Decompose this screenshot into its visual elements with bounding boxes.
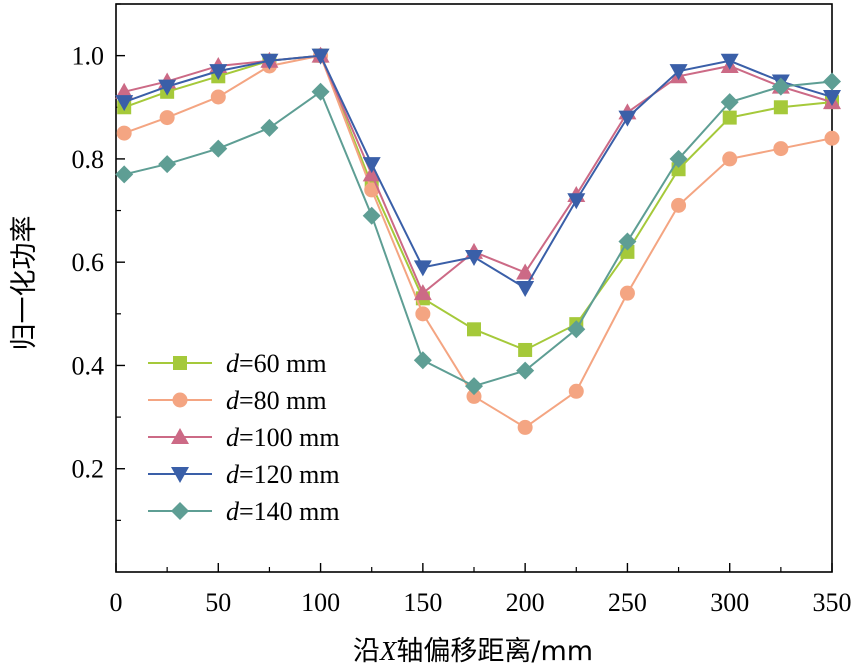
legend-item: d=60 mm — [148, 349, 327, 378]
data-point — [516, 281, 535, 297]
data-point — [567, 320, 586, 339]
x-axis-title: 沿X轴偏移距离/mm — [353, 636, 593, 667]
x-axis: 0 50 100 150 200 250 300 350 — [110, 563, 852, 617]
legend-label: d=80 mm — [226, 386, 327, 415]
data-point — [115, 95, 134, 112]
data-point — [722, 151, 738, 167]
data-point — [516, 263, 535, 280]
y-tick-label: 0.8 — [72, 145, 105, 174]
legend-marker — [171, 428, 189, 444]
series-3 — [115, 46, 841, 301]
data-point — [364, 182, 380, 198]
data-point — [158, 155, 177, 174]
legend-label: d=140 mm — [226, 497, 340, 526]
data-point — [210, 89, 226, 105]
data-point — [671, 197, 687, 213]
series-4 — [115, 48, 841, 297]
series-5 — [115, 72, 841, 396]
legend-label: d=60 mm — [226, 349, 327, 378]
data-point — [720, 93, 739, 112]
legend-marker — [173, 356, 187, 370]
data-point — [260, 53, 279, 70]
legend-marker — [171, 467, 189, 483]
legend-item: d=120 mm — [148, 460, 340, 489]
data-point — [311, 48, 330, 65]
data-point — [465, 377, 483, 396]
legend-item: d=80 mm — [148, 386, 327, 415]
data-point — [722, 110, 737, 125]
y-tick-label: 0.6 — [72, 248, 105, 277]
data-point — [824, 130, 840, 146]
x-tick-label: 300 — [710, 588, 749, 617]
y-axis: 0.2 0.4 0.6 0.8 1.0 — [72, 3, 125, 521]
data-point — [260, 118, 279, 137]
x-tick-label: 200 — [506, 588, 545, 617]
data-point — [619, 285, 635, 301]
x-tick-label: 0 — [110, 588, 123, 617]
plot-frame — [115, 3, 833, 573]
legend-item: d=100 mm — [148, 423, 340, 452]
data-point — [516, 361, 535, 380]
data-point — [362, 206, 381, 225]
legend: d=60 mm d=80 mm d=100 mm d=120 mm d=140 mm — [148, 349, 340, 526]
data-point — [517, 419, 533, 435]
data-point — [362, 165, 381, 182]
legend-item: d=140 mm — [148, 497, 340, 526]
legend-label: d=120 mm — [226, 460, 340, 489]
y-tick-label: 0.2 — [72, 455, 105, 484]
data-point — [618, 110, 637, 127]
data-point — [669, 149, 688, 168]
y-tick-label: 0.4 — [72, 351, 105, 380]
data-point — [159, 110, 175, 126]
data-point — [209, 139, 228, 158]
data-point — [773, 141, 789, 157]
data-point — [720, 53, 739, 70]
x-tick-label: 350 — [813, 588, 852, 617]
data-point — [669, 64, 688, 81]
data-point — [362, 157, 381, 174]
x-tick-label: 100 — [301, 588, 340, 617]
y-axis-title: 归一化功率 — [9, 216, 40, 351]
plot-border — [115, 3, 833, 573]
legend-marker — [172, 392, 188, 408]
legend-label: d=100 mm — [226, 423, 340, 452]
data-point — [413, 260, 432, 277]
data-point — [773, 100, 788, 115]
data-point — [771, 77, 790, 96]
data-point — [116, 125, 132, 141]
data-point — [618, 232, 637, 251]
series-line — [123, 80, 833, 388]
data-point — [465, 250, 483, 267]
x-tick-label: 250 — [608, 588, 647, 617]
data-point — [823, 89, 841, 106]
x-tick-label: 50 — [205, 588, 231, 617]
data-point — [568, 383, 584, 399]
data-point — [311, 82, 330, 101]
data-point — [567, 193, 586, 210]
data-point — [466, 388, 482, 404]
legend-marker — [171, 502, 189, 520]
data-point — [823, 72, 841, 91]
data-point — [158, 79, 177, 96]
data-point — [115, 165, 134, 184]
data-point — [413, 284, 432, 301]
data-point — [209, 64, 228, 81]
data-point — [415, 306, 431, 322]
data-point — [467, 322, 481, 337]
data-point — [518, 342, 533, 357]
y-tick-label: 1.0 — [72, 42, 105, 71]
data-point — [115, 82, 134, 99]
series-layer — [115, 46, 841, 435]
data-point — [413, 351, 432, 370]
x-tick-label: 150 — [403, 588, 442, 617]
